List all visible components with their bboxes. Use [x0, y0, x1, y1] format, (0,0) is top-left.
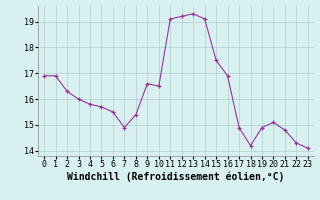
X-axis label: Windchill (Refroidissement éolien,°C): Windchill (Refroidissement éolien,°C) — [67, 172, 285, 182]
